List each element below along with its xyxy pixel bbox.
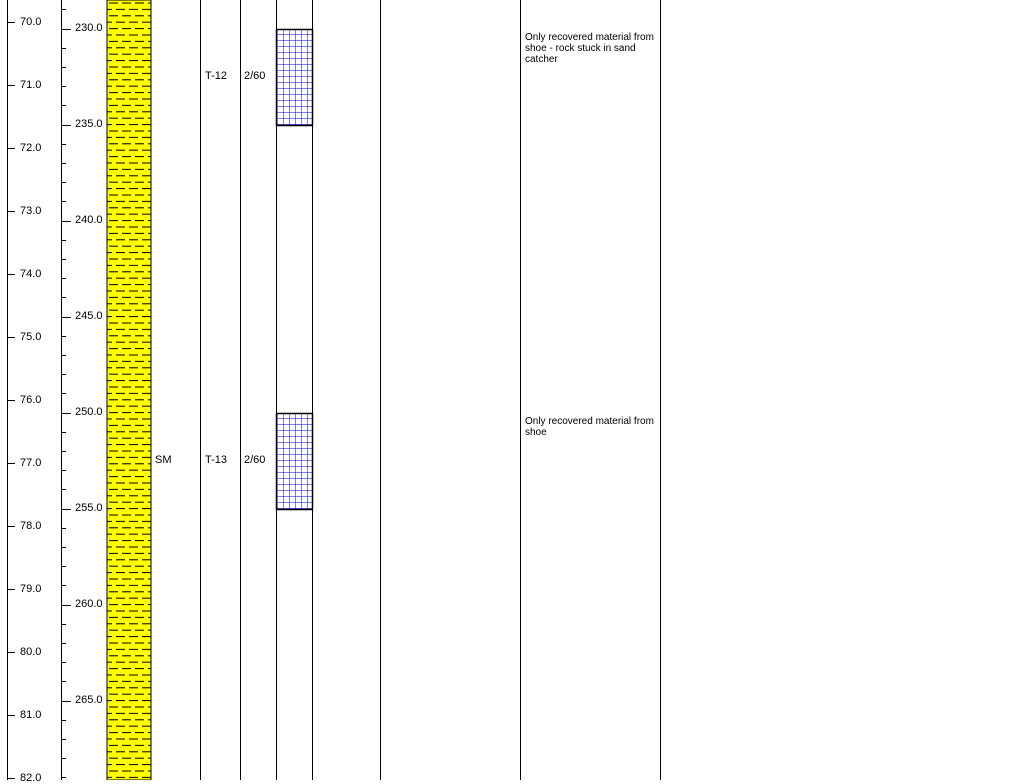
sample-interval-box: [275, 28, 314, 127]
depth-m-tick-label: 80.0: [20, 645, 42, 658]
depth-m-tick-label: 76.0: [20, 393, 42, 406]
depth-m-tick-label: 71.0: [20, 78, 42, 91]
sample-id: T-13: [205, 453, 228, 466]
depth-m-tick-label: 73.0: [20, 204, 42, 217]
depth-ft-tick-label: 250.0: [75, 406, 103, 418]
sample-remark: Only recovered material from shoe: [525, 415, 654, 438]
depth-m-tick-label: 72.0: [20, 141, 42, 154]
depth-ft-tick-label: 255.0: [75, 502, 103, 514]
sample-blow-count: 2/60: [244, 69, 266, 82]
depth-m-tick-label: 79.0: [20, 582, 42, 595]
depth-ft-tick-label: 260.0: [75, 598, 103, 610]
depth-ft-tick-label: 245.0: [75, 310, 103, 322]
soil-symbol-label: SM: [155, 454, 172, 466]
depth-m-tick-label: 77.0: [20, 456, 42, 469]
sample-interval-box: [275, 412, 314, 511]
depth-m-tick-label: 78.0: [20, 519, 42, 532]
sample-id: T-12: [205, 69, 228, 82]
depth-m-tick-label: 82.0: [20, 771, 42, 784]
depth-ft-tick-label: 230.0: [75, 22, 103, 34]
sample-blow-count: 2/60: [244, 453, 266, 466]
depth-ft-tick-label: 265.0: [75, 694, 103, 706]
depth-m-tick-label: 75.0: [20, 330, 42, 343]
depth-m-tick-label: 74.0: [20, 267, 42, 280]
soil-column-sm: [106, 0, 152, 780]
depth-m-tick-label: 81.0: [20, 708, 42, 721]
sample-remark: Only recovered material from shoe - rock…: [525, 31, 654, 65]
depth-m-tick-label: 70.0: [20, 15, 42, 28]
depth-ft-tick-label: 240.0: [75, 214, 103, 226]
depth-ft-tick-label: 235.0: [75, 118, 103, 130]
